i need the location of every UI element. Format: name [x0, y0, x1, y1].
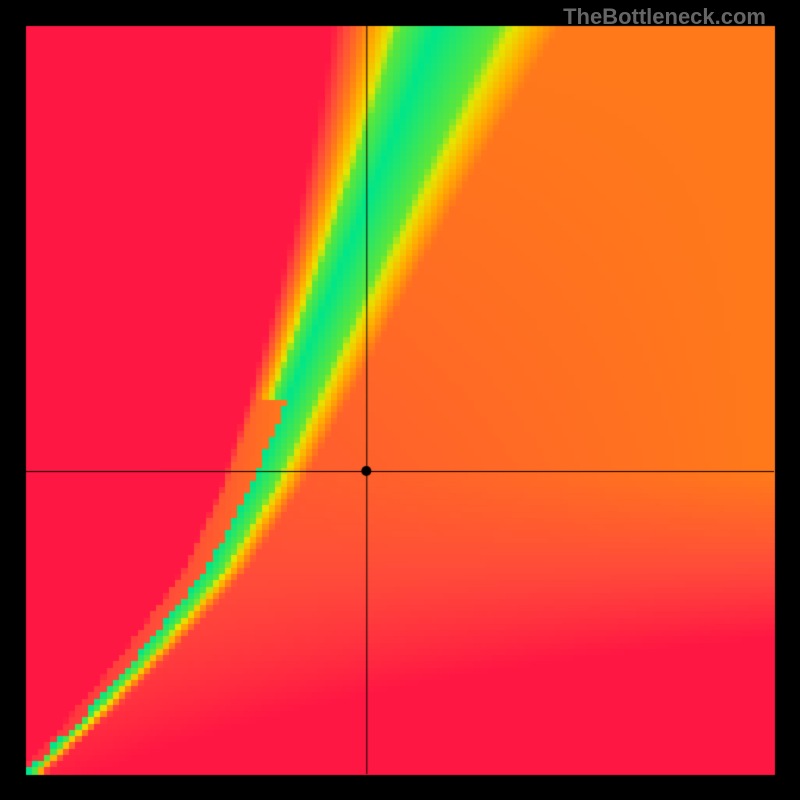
watermark-text: TheBottleneck.com: [563, 4, 766, 30]
bottleneck-heatmap: [0, 0, 800, 800]
chart-container: TheBottleneck.com: [0, 0, 800, 800]
